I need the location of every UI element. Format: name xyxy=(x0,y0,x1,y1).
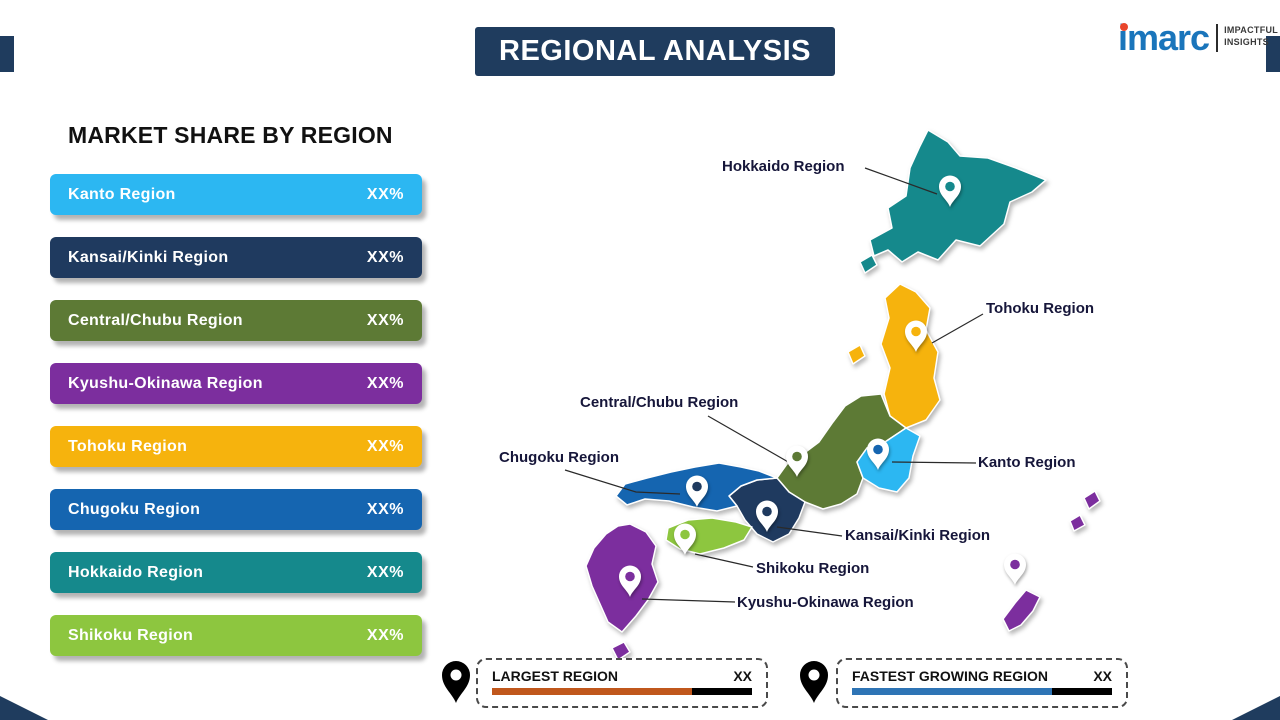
fastest-growing-value: XX xyxy=(1093,668,1112,684)
fastest-growing-bar-main xyxy=(852,688,1053,695)
region-value: XX% xyxy=(366,248,404,266)
region-hokkaido-islet xyxy=(859,254,878,274)
imarc-logo-text: imarc xyxy=(1118,17,1210,58)
logo-tagline: IMPACTFUL INSIGHTS xyxy=(1224,25,1278,48)
map-pin-okinawa xyxy=(1004,553,1026,585)
largest-region-legend: LARGEST REGION XX xyxy=(476,658,768,708)
share-bar-kansai: Kansai/Kinki Region XX% xyxy=(50,237,422,278)
map-label-hokkaido: Hokkaido Region xyxy=(722,158,845,175)
map-label-kyushu-okinawa: Kyushu-Okinawa Region xyxy=(737,594,914,611)
region-value: XX% xyxy=(366,374,404,392)
fastest-growing-label: FASTEST GROWING REGION xyxy=(852,668,1049,684)
imarc-logo-wordmark: imarc xyxy=(1118,17,1210,58)
region-hokkaido xyxy=(869,129,1047,263)
page-title: REGIONAL ANALYSIS xyxy=(475,27,835,76)
corner-accent-top-left xyxy=(0,36,14,72)
region-label: Kansai/Kinki Region xyxy=(68,248,229,266)
region-label: Central/Chubu Region xyxy=(68,311,243,329)
fastest-growing-pin-icon xyxy=(799,660,829,709)
largest-region-label: LARGEST REGION xyxy=(492,668,619,684)
region-value: XX% xyxy=(366,563,404,581)
fastest-growing-bar-secondary xyxy=(1052,688,1112,695)
logo-divider xyxy=(1216,24,1219,52)
map-pin-shikoku xyxy=(674,523,696,555)
callout-line-kansai xyxy=(776,526,843,537)
largest-region-bar-secondary xyxy=(692,688,752,695)
callout-line-kyushu xyxy=(641,598,736,603)
market-share-list: Kanto Region XX% Kansai/Kinki Region XX%… xyxy=(50,174,422,656)
callout-line-shikoku xyxy=(694,553,754,568)
region-value: XX% xyxy=(366,500,404,518)
corner-accent-bottom-left xyxy=(0,696,48,720)
share-bar-central-chubu: Central/Chubu Region XX% xyxy=(50,300,422,341)
logo-tagline-line1: IMPACTFUL xyxy=(1224,25,1279,35)
map-label-central-chubu: Central/Chubu Region xyxy=(580,394,739,411)
region-label: Kanto Region xyxy=(68,185,176,203)
callout-line-tohoku xyxy=(931,313,984,344)
map-pin-chubu xyxy=(786,445,808,477)
share-bar-tohoku: Tohoku Region XX% xyxy=(50,426,422,467)
region-value: XX% xyxy=(366,626,404,644)
region-tohoku xyxy=(880,283,941,429)
logo-tagline-line2: INSIGHTS xyxy=(1224,36,1269,47)
callout-line-chugoku xyxy=(564,469,681,495)
share-bar-kanto: Kanto Region XX% xyxy=(50,174,422,215)
region-label: Shikoku Region xyxy=(68,626,194,644)
imarc-logo-dot-icon xyxy=(1120,23,1128,31)
imarc-logo: imarc IMPACTFUL INSIGHTS xyxy=(1118,20,1278,56)
region-value: XX% xyxy=(366,185,404,203)
map-pin-chugoku xyxy=(686,475,708,507)
map-label-shikoku: Shikoku Region xyxy=(756,560,870,577)
largest-region-pin-icon xyxy=(441,660,471,709)
map-pin-kansai xyxy=(756,500,778,532)
map-label-chugoku: Chugoku Region xyxy=(499,449,619,466)
japan-map xyxy=(564,129,1101,661)
corner-accent-bottom-right xyxy=(1232,696,1280,720)
map-label-kanto: Kanto Region xyxy=(978,454,1076,471)
region-okinawa-islet-1 xyxy=(1083,490,1101,510)
fastest-growing-bar xyxy=(852,688,1112,695)
largest-region-value: XX xyxy=(733,668,752,684)
share-bar-hokkaido: Hokkaido Region XX% xyxy=(50,552,422,593)
region-okinawa-main xyxy=(1002,589,1041,632)
region-value: XX% xyxy=(366,437,404,455)
share-bar-chugoku: Chugoku Region XX% xyxy=(50,489,422,530)
map-label-kansai: Kansai/Kinki Region xyxy=(845,527,991,544)
map-pin-kyushu xyxy=(619,565,641,597)
region-label: Hokkaido Region xyxy=(68,563,204,581)
map-pin-kanto xyxy=(867,438,889,470)
region-value: XX% xyxy=(366,311,404,329)
map-pin-tohoku xyxy=(905,320,927,352)
market-share-heading: MARKET SHARE BY REGION xyxy=(68,122,393,148)
region-sado-islet xyxy=(847,344,866,365)
map-label-tohoku: Tohoku Region xyxy=(986,300,1095,317)
callout-line-hokkaido xyxy=(864,167,938,195)
share-bar-kyushu-okinawa: Kyushu-Okinawa Region XX% xyxy=(50,363,422,404)
callout-line-chubu xyxy=(707,415,791,464)
largest-region-bar-main xyxy=(492,688,693,695)
region-label: Kyushu-Okinawa Region xyxy=(68,374,263,392)
share-bar-shikoku: Shikoku Region XX% xyxy=(50,615,422,656)
region-label: Tohoku Region xyxy=(68,437,188,455)
largest-region-bar xyxy=(492,688,752,695)
callout-line-kanto xyxy=(891,461,977,464)
corner-accent-top-right xyxy=(1266,36,1280,72)
map-pin-hokkaido xyxy=(939,175,961,207)
region-okinawa-islet-2 xyxy=(1069,514,1086,532)
region-label: Chugoku Region xyxy=(68,500,201,518)
region-kyushu-islet xyxy=(611,641,631,661)
fastest-growing-legend: FASTEST GROWING REGION XX xyxy=(836,658,1128,708)
